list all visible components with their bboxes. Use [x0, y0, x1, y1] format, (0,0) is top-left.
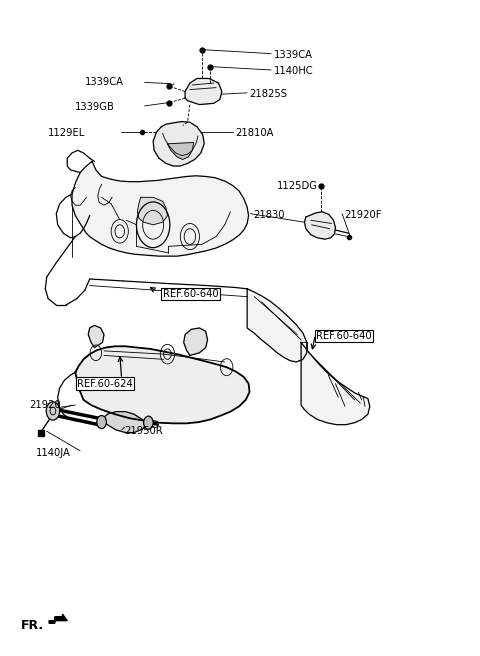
Polygon shape [168, 142, 194, 159]
Polygon shape [137, 197, 168, 225]
Text: 1129EL: 1129EL [48, 129, 85, 138]
Circle shape [46, 402, 60, 420]
Text: 1339GB: 1339GB [75, 102, 115, 112]
Circle shape [144, 416, 153, 429]
Polygon shape [75, 346, 250, 423]
Text: 21920: 21920 [29, 400, 61, 410]
Text: 1339CA: 1339CA [274, 50, 312, 60]
Text: FR.: FR. [21, 619, 44, 632]
Text: 21810A: 21810A [235, 129, 274, 138]
Text: 1140HC: 1140HC [274, 66, 313, 76]
Text: 1125DG: 1125DG [277, 180, 318, 191]
Text: 1339CA: 1339CA [85, 77, 124, 87]
Polygon shape [247, 289, 307, 362]
Polygon shape [88, 325, 104, 348]
Text: 21920F: 21920F [344, 210, 382, 220]
Text: REF.60-640: REF.60-640 [316, 331, 372, 341]
Text: 21825S: 21825S [250, 89, 288, 99]
Text: REF.60-640: REF.60-640 [163, 289, 218, 299]
Text: 1140JA: 1140JA [36, 449, 71, 459]
Polygon shape [72, 161, 249, 256]
Text: REF.60-624: REF.60-624 [77, 379, 132, 388]
Polygon shape [153, 121, 204, 166]
Polygon shape [185, 79, 222, 104]
Circle shape [97, 415, 107, 428]
Polygon shape [102, 411, 147, 432]
Polygon shape [301, 342, 370, 424]
Polygon shape [184, 328, 207, 356]
Text: 21950R: 21950R [124, 426, 163, 436]
Polygon shape [49, 614, 67, 623]
Text: 21830: 21830 [253, 210, 285, 220]
Polygon shape [304, 212, 336, 239]
